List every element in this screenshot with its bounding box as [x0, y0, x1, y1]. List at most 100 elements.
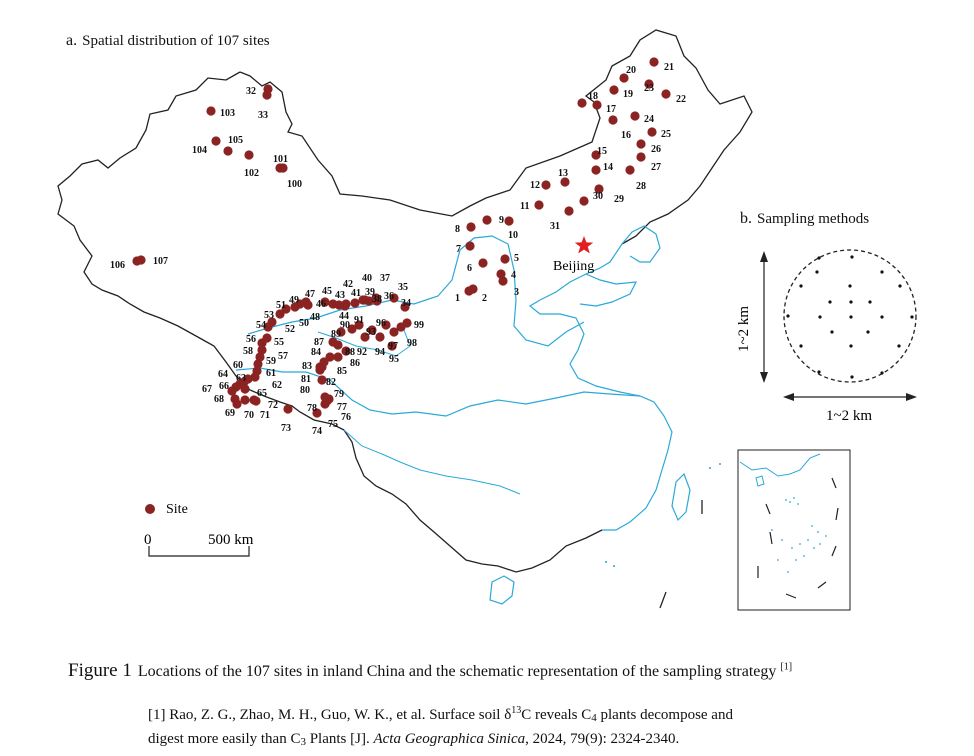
site-marker	[371, 293, 381, 303]
site-marker	[504, 216, 514, 226]
site-label: 62	[272, 380, 282, 391]
inset-hainan	[755, 475, 765, 487]
caption-text: Locations of the 107 sites in inland Chi…	[137, 663, 777, 680]
site-marker	[541, 180, 551, 190]
inset-coast	[739, 453, 821, 477]
arrow-up-icon	[760, 251, 768, 262]
site-label: 48	[310, 312, 320, 323]
site-label: 31	[550, 221, 560, 232]
site-label: 78	[307, 403, 317, 414]
site-marker	[275, 163, 285, 173]
site-label: 43	[335, 290, 345, 301]
arrow-down-icon	[760, 372, 768, 383]
site-marker	[609, 85, 619, 95]
site-marker	[468, 284, 478, 294]
site-label: 44	[339, 311, 349, 322]
site-marker	[303, 300, 313, 310]
taiwan-island	[671, 472, 691, 522]
coastal-islands	[605, 463, 721, 567]
site-label: 68	[214, 394, 224, 405]
site-marker	[341, 346, 351, 356]
site-label: 49	[289, 295, 299, 306]
site-label: 24	[644, 114, 654, 125]
site-marker	[498, 276, 508, 286]
site-marker	[253, 359, 263, 369]
sampling-point	[786, 314, 790, 318]
sampling-point	[828, 300, 832, 304]
site-label: 58	[243, 346, 253, 357]
site-label: 6	[467, 263, 472, 274]
sampling-point	[848, 284, 852, 288]
site-label: 38	[372, 294, 382, 305]
site-label: 101	[273, 154, 288, 165]
reference: [1] Rao, Z. G., Zhao, M. H., Guo, W. K.,…	[148, 700, 948, 753]
site-label: 33	[258, 110, 268, 121]
site-marker	[255, 352, 265, 362]
arrow-left-icon	[783, 393, 794, 401]
hainan-island	[489, 575, 515, 605]
site-label: 88	[345, 347, 355, 358]
site-label: 79	[334, 389, 344, 400]
site-marker	[244, 150, 254, 160]
site-label: 70	[244, 410, 254, 421]
sampling-point	[910, 315, 914, 319]
site-marker	[592, 100, 602, 110]
site-marker	[320, 392, 330, 402]
site-marker	[275, 309, 285, 319]
site-label: 89	[331, 329, 341, 340]
site-label: 30	[593, 191, 603, 202]
site-label: 36	[384, 291, 394, 302]
inset-dashes	[757, 477, 839, 599]
site-marker	[333, 340, 343, 350]
site-label: 76	[341, 412, 351, 423]
site-marker	[262, 90, 272, 100]
sampling-point	[849, 344, 853, 348]
figure-caption: Figure 1 Locations of the 107 sites in in…	[68, 660, 792, 682]
site-marker	[478, 258, 488, 268]
site-marker	[290, 302, 300, 312]
reference-line-2: digest more easily than C3 Plants [J]. A…	[148, 729, 948, 753]
site-label: 14	[603, 162, 613, 173]
site-label: 39	[365, 287, 375, 298]
site-marker	[500, 254, 510, 264]
site-marker	[482, 215, 492, 225]
horizontal-dimension-label: 1~2 km	[826, 408, 872, 424]
site-marker	[263, 322, 273, 332]
site-marker	[340, 301, 350, 311]
site-label: 73	[281, 423, 291, 434]
scale-bar	[148, 546, 250, 557]
sampling-points	[786, 255, 914, 379]
reference-line-1: [1] Rao, Z. G., Zhao, M. H., Guo, W. K.,…	[148, 700, 948, 729]
site-marker	[644, 79, 654, 89]
site-marker	[240, 395, 250, 405]
site-marker	[358, 295, 368, 305]
ref-sub-4: 4	[591, 712, 597, 724]
site-label: 59	[266, 356, 276, 367]
scale-zero: 0	[144, 532, 152, 548]
site-label: 16	[621, 130, 631, 141]
site-marker	[591, 150, 601, 160]
site-label: 50	[299, 318, 309, 329]
sampling-point	[880, 315, 884, 319]
site-label: 4	[511, 270, 516, 281]
sampling-point	[868, 300, 872, 304]
ref-sub-3: 3	[300, 736, 306, 748]
site-label: 2	[482, 293, 487, 304]
site-label: 9	[499, 215, 504, 226]
sampling-point	[817, 370, 821, 374]
site-label: 63	[236, 373, 246, 384]
site-marker	[387, 341, 397, 351]
site-label: 82	[326, 377, 336, 388]
ref-journal: Acta Geographica Sinica	[373, 731, 526, 747]
site-label: 3	[514, 287, 519, 298]
site-label: 53	[264, 310, 274, 321]
river-tributary	[343, 429, 521, 495]
site-label: 55	[274, 337, 284, 348]
panel-a-title: a. Spatial distribution of 107 sites	[66, 32, 270, 50]
site-marker	[336, 327, 346, 337]
site-label: 106	[110, 260, 125, 271]
site-label: 17	[606, 104, 616, 115]
site-label: 57	[278, 351, 288, 362]
site-label: 74	[312, 426, 322, 437]
site-marker	[325, 352, 335, 362]
